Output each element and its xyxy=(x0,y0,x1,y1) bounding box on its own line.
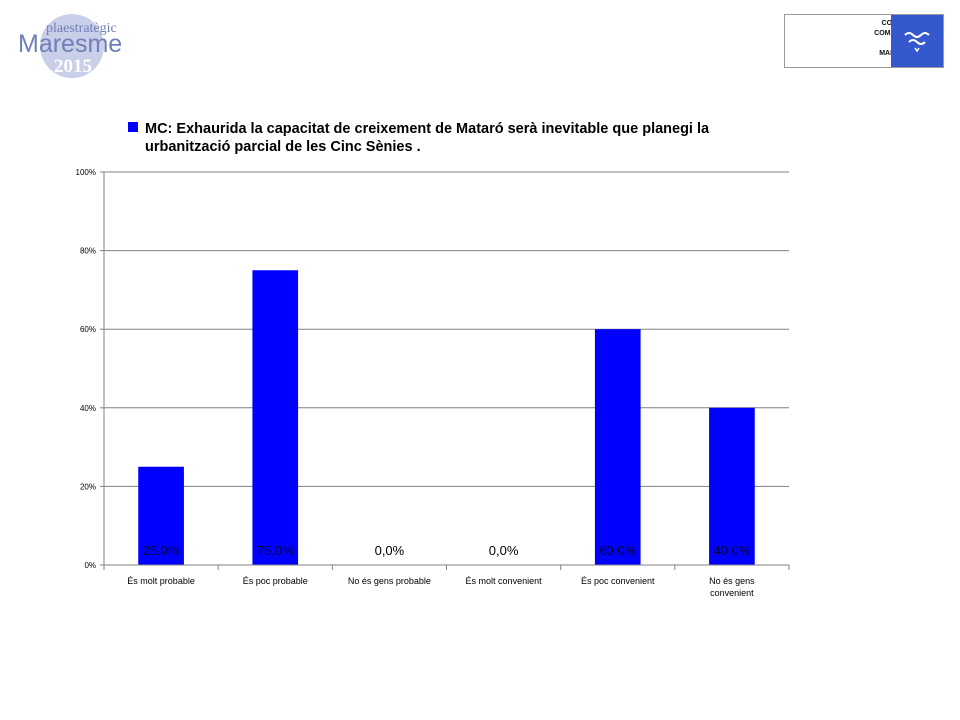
x-category-label: convenient xyxy=(710,588,754,598)
logo-circle xyxy=(40,14,104,78)
y-tick-label: 0% xyxy=(84,561,96,570)
data-label: 75,0% xyxy=(257,543,294,558)
logo-year: 2015 xyxy=(54,56,92,77)
y-tick-label: 20% xyxy=(80,482,96,491)
y-tick-label: 60% xyxy=(80,325,96,334)
data-label: 40,0% xyxy=(713,543,750,558)
plaestrategic-maresme-logo: plaestratègic Maresme 2015 xyxy=(18,14,122,78)
logo-brand: Maresme xyxy=(18,30,122,58)
legend-swatch xyxy=(128,122,138,132)
consell-comarcal-logo: CONSELL COMARCAL DEL MARESME xyxy=(784,14,944,68)
y-tick-label: 40% xyxy=(80,404,96,413)
axes xyxy=(103,172,790,570)
x-category-label: És poc convenient xyxy=(581,576,655,586)
logo-small-text: plaestratègic xyxy=(46,21,117,36)
x-category-label: És molt convenient xyxy=(466,576,543,586)
x-category-label: No és gens xyxy=(709,576,755,586)
y-axis-ticks: 0% 20% 40% 60% 80% 100% xyxy=(76,168,104,570)
gridlines xyxy=(104,171,789,487)
bar xyxy=(709,407,755,565)
data-label: 60,0% xyxy=(599,543,636,558)
legend: MC: Exhaurida la capacitat de creixement… xyxy=(128,121,710,155)
x-category-label: No és gens probable xyxy=(348,576,431,586)
y-tick-label: 100% xyxy=(76,168,96,177)
bars xyxy=(138,270,755,565)
data-label: 0,0% xyxy=(375,543,405,558)
legend-text: urbanització parcial de les Cinc Sènies … xyxy=(145,139,421,155)
x-category-label: És poc probable xyxy=(243,576,308,586)
x-axis-labels: És molt probable És poc probable No és gen… xyxy=(127,576,755,598)
bar xyxy=(138,466,184,565)
bar xyxy=(594,329,641,565)
bar xyxy=(252,270,299,565)
y-tick-label: 80% xyxy=(80,247,96,256)
legend-text: MC: Exhaurida la capacitat de creixement… xyxy=(145,121,710,137)
wave-emblem-icon xyxy=(891,15,943,67)
data-labels: 25,0% 75,0% 0,0% 0,0% 60,0% 40,0% xyxy=(143,543,751,558)
data-label: 0,0% xyxy=(489,543,519,558)
x-category-label: És molt probable xyxy=(127,576,195,586)
data-label: 25,0% xyxy=(143,543,180,558)
